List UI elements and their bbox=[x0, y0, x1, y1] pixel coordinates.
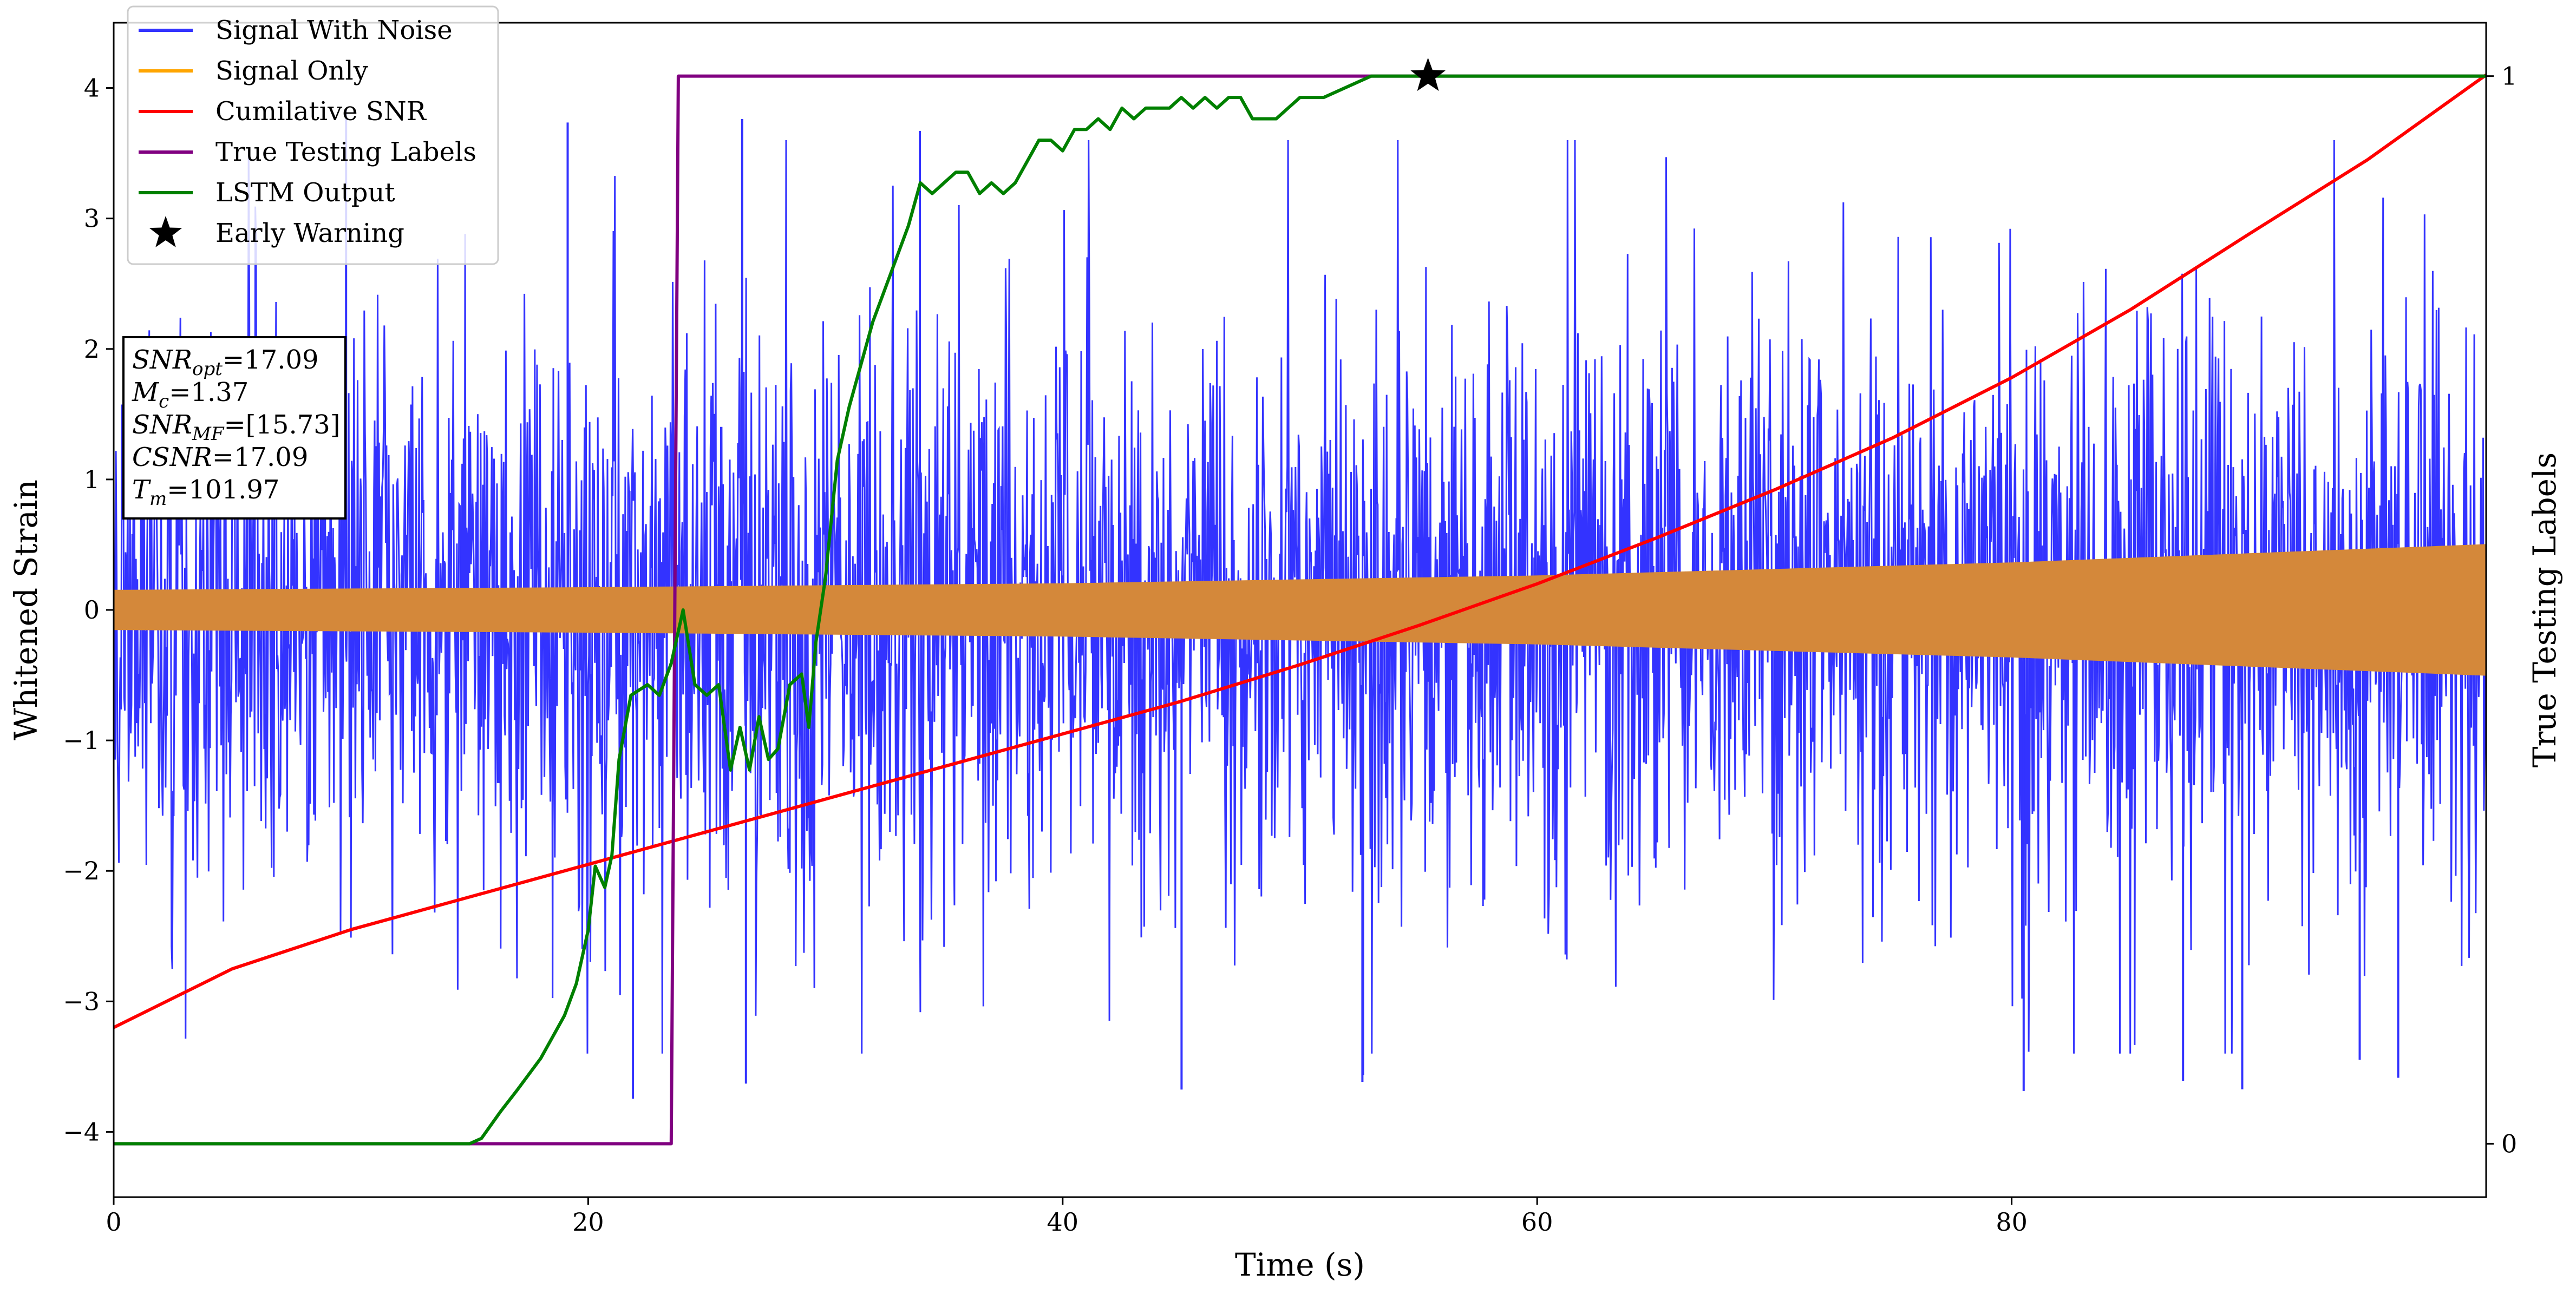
y-left-tick-label: 1 bbox=[84, 465, 100, 494]
y-left-tick-label: 0 bbox=[84, 595, 100, 625]
legend-item: LSTM Output bbox=[139, 178, 395, 208]
legend-item: Early Warning bbox=[149, 216, 404, 248]
legend-label: Signal Only bbox=[215, 56, 368, 86]
legend: Signal With Noise Signal Only Cumilative S… bbox=[127, 5, 499, 265]
noise-extreme-spikes bbox=[345, 109, 2400, 1099]
x-tick-label: 80 bbox=[1996, 1207, 2028, 1237]
legend-item: Signal Only bbox=[139, 56, 368, 86]
y-left-tick-label: 3 bbox=[84, 204, 100, 233]
lstm-output-line bbox=[114, 74, 2486, 1146]
y-right-tick-label: 1 bbox=[2501, 62, 2517, 91]
legend-label: Signal With Noise bbox=[215, 15, 453, 45]
legend-item: Cumilative SNR bbox=[139, 96, 427, 127]
signal-only-series bbox=[114, 544, 2486, 676]
legend-label: LSTM Output bbox=[215, 178, 395, 208]
marker-group bbox=[1410, 57, 1446, 91]
info-box-line: SNRMF=[15.73] bbox=[132, 410, 341, 445]
line-series-group bbox=[114, 73, 2486, 1146]
legend-label: Cumilative SNR bbox=[215, 96, 427, 127]
info-box-line: Tm=101.97 bbox=[132, 475, 279, 510]
legend-frame bbox=[127, 5, 499, 265]
signal-only-envelope bbox=[114, 544, 2486, 676]
x-tick-label: 60 bbox=[1521, 1207, 1553, 1237]
parameter-info-box: SNRopt=17.09Mc=1.37SNRMF=[15.73]CSNR=17.… bbox=[122, 336, 346, 520]
legend-item: True Testing Labels bbox=[139, 137, 476, 167]
x-tick-label: 0 bbox=[106, 1207, 121, 1237]
info-box-line: SNRopt=17.09 bbox=[132, 345, 319, 380]
y-right-tick-label: 0 bbox=[2501, 1129, 2517, 1158]
x-axis-title: Time (s) bbox=[1235, 1246, 1365, 1283]
legend-label: Early Warning bbox=[215, 218, 404, 248]
legend-label: True Testing Labels bbox=[215, 137, 476, 167]
y-left-tick-label: −3 bbox=[63, 987, 100, 1016]
info-box-line: Mc=1.37 bbox=[132, 377, 249, 412]
y-left-tick-label: −1 bbox=[63, 726, 100, 755]
y-axis-left-title: Whitened Strain bbox=[8, 479, 44, 740]
y-axis-right-title: True Testing Labels bbox=[2526, 452, 2563, 767]
y-left-tick-label: 2 bbox=[84, 334, 100, 364]
legend-item: Signal With Noise bbox=[139, 15, 453, 45]
y-left-tick-label: 4 bbox=[84, 74, 100, 103]
early-warning-marker bbox=[1410, 57, 1446, 91]
info-box-line: CSNR=17.09 bbox=[132, 442, 308, 472]
x-tick-label: 40 bbox=[1047, 1207, 1079, 1237]
y-left-tick-label: −2 bbox=[63, 856, 100, 885]
info-box-frame bbox=[122, 336, 346, 520]
y-left-tick-label: −4 bbox=[63, 1117, 100, 1146]
legend-star-marker bbox=[149, 216, 182, 247]
x-tick-label: 20 bbox=[572, 1207, 604, 1237]
cumilative-snr-line bbox=[114, 73, 2486, 1029]
plot-area bbox=[114, 73, 2486, 1146]
